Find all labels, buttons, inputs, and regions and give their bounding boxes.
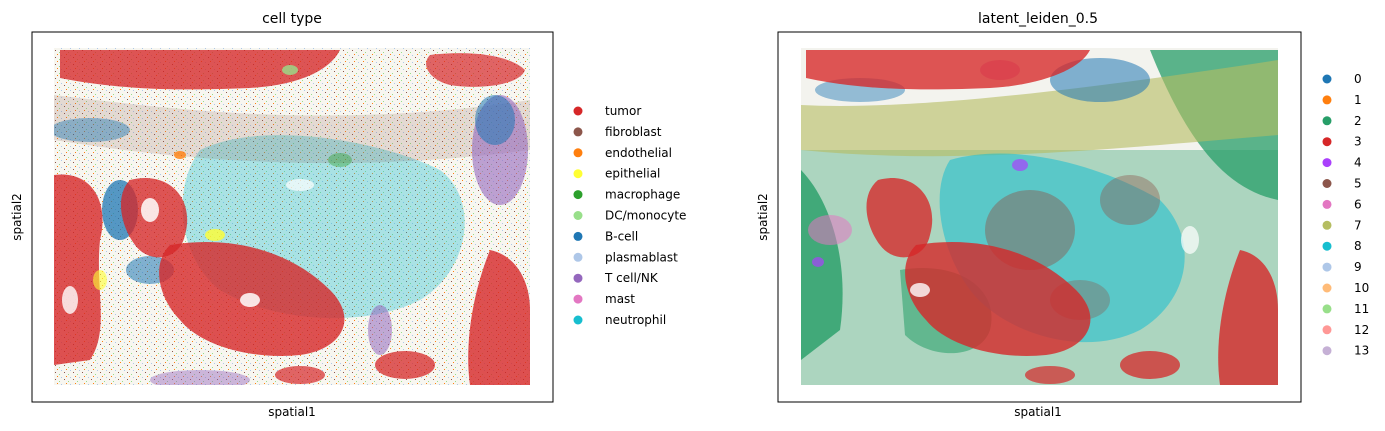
legend-label: neutrophil [605, 313, 666, 327]
y-axis-label: spatial2 [756, 193, 770, 241]
legend-marker [573, 252, 583, 262]
scatter-points [801, 48, 1278, 385]
legend-marker [1322, 304, 1332, 314]
legend-label: 7 [1354, 218, 1362, 232]
legend-marker [1322, 74, 1332, 84]
legend-label: 6 [1354, 197, 1362, 211]
panel-title: cell type [262, 11, 322, 27]
plot-frame [777, 31, 1302, 403]
legend-label: tumor [605, 104, 641, 118]
panel-latent-leiden: latent_leiden_0.5 [756, 11, 1369, 419]
legend-marker [573, 231, 583, 241]
legend-marker [1322, 220, 1332, 230]
x-axis-label: spatial1 [1014, 405, 1062, 419]
legend-marker [573, 190, 583, 200]
panel-cell-type: cell type [10, 11, 686, 419]
legend-label: 1 [1354, 93, 1362, 107]
legend-marker [1322, 262, 1332, 272]
legend-marker [1322, 158, 1332, 168]
legend-label: 11 [1354, 302, 1369, 316]
legend-marker [1322, 283, 1332, 293]
legend-marker [573, 315, 583, 325]
legend-label: 0 [1354, 72, 1362, 86]
legend-label: plasmablast [605, 250, 678, 264]
legend-label: 12 [1354, 323, 1369, 337]
legend-marker [1322, 199, 1332, 209]
legend-marker [1322, 95, 1332, 105]
legend-label: 10 [1354, 281, 1369, 295]
legend-marker [1322, 325, 1332, 335]
legend-marker [1322, 137, 1332, 147]
x-axis-label: spatial1 [268, 405, 316, 419]
legend-label: 5 [1354, 177, 1362, 191]
legend-marker [1322, 241, 1332, 251]
legend-label: B-cell [605, 229, 638, 243]
legend-marker [1322, 179, 1332, 188]
legend-label: DC/monocyte [605, 209, 686, 223]
legend-label: 3 [1354, 135, 1362, 149]
legend-label: mast [605, 292, 635, 306]
legend-label: fibroblast [605, 125, 662, 139]
legend-label: 13 [1354, 344, 1369, 358]
legend: tumor fibroblast endothelial epithelial macr… [573, 104, 686, 327]
legend-label: 9 [1354, 260, 1362, 274]
legend-label: 8 [1354, 239, 1362, 253]
legend-marker [573, 169, 583, 179]
legend-label: epithelial [605, 167, 660, 181]
legend-marker [573, 211, 583, 220]
legend-marker [573, 273, 583, 283]
legend-label: 2 [1354, 114, 1362, 128]
legend-marker [573, 148, 583, 158]
y-axis-label: spatial2 [10, 193, 24, 241]
legend-marker [573, 127, 583, 137]
legend-marker [1322, 346, 1332, 356]
legend-label: macrophage [605, 188, 680, 202]
plot-frame [31, 31, 554, 403]
legend-marker [573, 106, 583, 116]
legend-label: endothelial [605, 146, 672, 160]
legend-marker [573, 294, 583, 304]
panel-title: latent_leiden_0.5 [978, 11, 1098, 27]
legend-marker [1322, 116, 1332, 126]
legend-label: 4 [1354, 156, 1362, 170]
legend-label: T cell/NK [604, 271, 659, 285]
scatter-points [54, 48, 530, 385]
